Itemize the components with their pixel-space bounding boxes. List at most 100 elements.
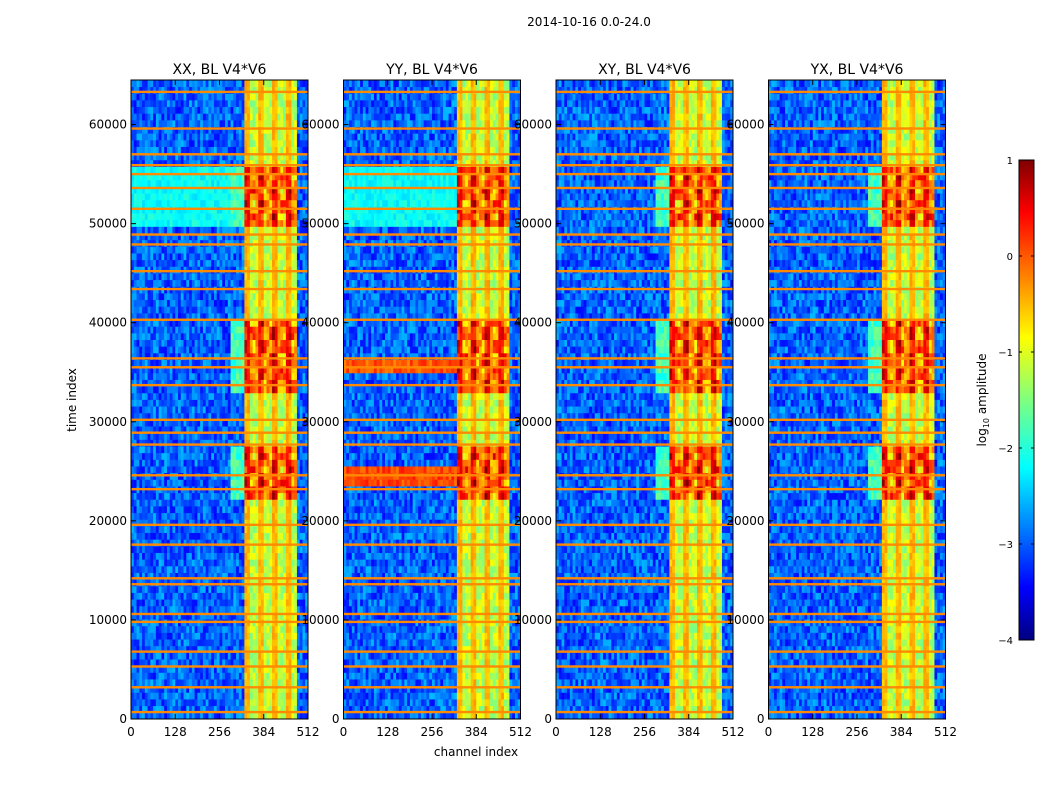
heatmap-cell bbox=[186, 506, 190, 514]
heatmap-cell bbox=[225, 466, 229, 474]
heatmap-cell bbox=[244, 166, 248, 174]
heatmap-cell bbox=[260, 126, 265, 134]
heatmap-cell bbox=[166, 159, 171, 167]
heatmap-cell bbox=[197, 366, 201, 374]
heatmap-cell bbox=[175, 386, 179, 394]
heatmap-cell bbox=[175, 199, 179, 207]
heatmap-cell bbox=[269, 113, 273, 121]
heatmap-cell bbox=[252, 246, 256, 254]
heatmap-cell bbox=[142, 219, 146, 227]
heatmap-cell bbox=[142, 339, 146, 347]
heatmap-cell bbox=[260, 585, 265, 593]
heatmap-cell bbox=[263, 266, 267, 274]
heatmap-cell bbox=[180, 432, 184, 440]
heatmap-cell bbox=[260, 392, 265, 400]
heatmap-cell bbox=[222, 312, 226, 321]
heatmap-cell bbox=[161, 532, 165, 540]
heatmap-cell bbox=[269, 326, 273, 334]
heatmap-cell bbox=[186, 293, 190, 301]
heatmap-cell bbox=[131, 545, 135, 553]
heatmap-cell bbox=[172, 406, 176, 414]
heatmap-cell bbox=[191, 186, 196, 194]
heatmap-cell bbox=[158, 506, 162, 514]
heatmap-cell bbox=[150, 173, 154, 181]
heatmap-cell bbox=[194, 599, 198, 607]
heatmap-cell bbox=[236, 213, 240, 221]
heatmap-cell bbox=[238, 186, 243, 194]
heatmap-cell bbox=[263, 80, 267, 88]
heatmap-cell bbox=[200, 173, 204, 181]
heatmap-cell bbox=[178, 659, 182, 667]
heatmap-cell bbox=[180, 612, 184, 620]
heatmap-cell bbox=[175, 532, 179, 540]
heatmap-cell bbox=[144, 532, 148, 540]
heatmap-cell bbox=[164, 113, 168, 121]
heatmap-cell bbox=[144, 379, 148, 387]
heatmap-cell bbox=[186, 539, 190, 547]
heatmap-cell bbox=[233, 599, 237, 607]
heatmap-cell bbox=[191, 685, 196, 693]
heatmap-cell bbox=[266, 306, 270, 314]
heatmap-cell bbox=[133, 679, 137, 687]
heatmap-cell bbox=[219, 599, 223, 607]
heatmap-cell bbox=[236, 299, 240, 307]
heatmap-cell bbox=[144, 119, 148, 127]
heatmap-cell bbox=[233, 559, 237, 567]
heatmap-cell bbox=[266, 206, 270, 214]
heatmap-cell bbox=[233, 253, 237, 261]
heatmap-cell bbox=[191, 146, 196, 154]
heatmap-cell bbox=[238, 99, 243, 108]
heatmap-cell bbox=[191, 273, 196, 281]
heatmap-cell bbox=[255, 139, 259, 147]
heatmap-cell bbox=[150, 226, 154, 234]
heatmap-cell bbox=[178, 332, 182, 340]
heatmap-cell bbox=[236, 532, 240, 540]
heatmap-cell bbox=[208, 645, 212, 653]
heatmap-cell bbox=[172, 552, 176, 560]
heatmap-cell bbox=[241, 113, 245, 121]
heatmap-cell bbox=[216, 106, 220, 114]
heatmap-cell bbox=[200, 685, 204, 693]
heatmap-cell bbox=[272, 446, 276, 454]
heatmap-cell bbox=[213, 705, 218, 713]
heatmap-cell bbox=[230, 306, 234, 314]
heatmap-cell bbox=[191, 173, 196, 181]
heatmap-cell bbox=[233, 366, 237, 374]
heatmap-cell bbox=[166, 459, 171, 467]
heatmap-cell bbox=[219, 525, 223, 534]
heatmap-cell bbox=[161, 146, 165, 154]
heatmap-cell bbox=[219, 639, 223, 647]
heatmap-cell bbox=[202, 652, 207, 660]
heatmap-cell bbox=[247, 346, 251, 354]
heatmap-cell bbox=[153, 352, 157, 360]
heatmap-cell bbox=[263, 332, 267, 340]
heatmap-cell bbox=[266, 579, 270, 587]
heatmap-cell bbox=[247, 106, 251, 114]
heatmap-cell bbox=[133, 479, 137, 487]
heatmap-cell bbox=[194, 293, 198, 301]
heatmap-cell bbox=[213, 153, 218, 161]
heatmap-cell bbox=[158, 379, 162, 387]
heatmap-cell bbox=[269, 645, 273, 653]
heatmap-cell bbox=[189, 233, 193, 241]
heatmap-cell bbox=[183, 399, 187, 407]
heatmap-cell bbox=[213, 599, 218, 607]
heatmap-cell bbox=[255, 585, 259, 593]
heatmap-cell bbox=[266, 685, 270, 693]
heatmap-cell bbox=[133, 139, 137, 147]
heatmap-cell bbox=[205, 565, 209, 573]
heatmap-cell bbox=[136, 392, 140, 400]
heatmap-cell bbox=[153, 565, 157, 573]
heatmap-cell bbox=[255, 352, 259, 360]
heatmap-cell bbox=[164, 179, 168, 187]
heatmap-cell bbox=[183, 419, 187, 427]
heatmap-cell bbox=[133, 332, 137, 340]
heatmap-cell bbox=[269, 539, 273, 547]
heatmap-cell bbox=[161, 599, 165, 607]
heatmap-cell bbox=[238, 366, 243, 374]
heatmap-cell bbox=[186, 126, 190, 134]
heatmap-cell bbox=[216, 193, 220, 201]
heatmap-cell bbox=[178, 346, 182, 354]
heatmap-cell bbox=[252, 639, 256, 647]
heatmap-cell bbox=[153, 273, 157, 281]
